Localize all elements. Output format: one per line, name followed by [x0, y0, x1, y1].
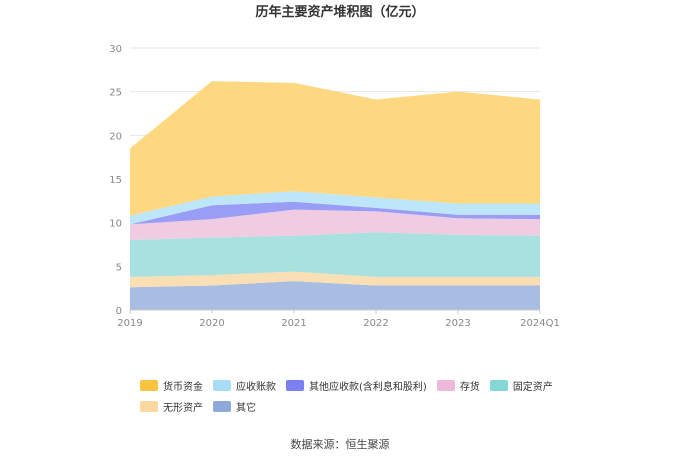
x-tick-label: 2019: [117, 318, 142, 329]
legend-label: 存货: [459, 382, 480, 393]
legend-swatch: [436, 380, 455, 391]
area-series[interactable]: [130, 209, 540, 241]
legend-swatch: [213, 401, 231, 412]
legend: 货币资金 应收账款 其他应收款(含利息和股利) 存货 固定资产 无形资产 其它: [140, 378, 560, 414]
area-series[interactable]: [130, 232, 540, 277]
legend-item-other[interactable]: 其它: [213, 399, 256, 414]
legend-label: 应收账款: [236, 382, 276, 393]
stacked-area-chart: 历年主要资产堆积图（亿元） 0 5 10 15 20 25 30 2019 2020 2021 20…: [109, 4, 560, 329]
area-series[interactable]: [130, 201, 540, 225]
area-series[interactable]: [130, 81, 540, 216]
x-tick-label: 2021: [281, 318, 306, 329]
legend-item-cash[interactable]: 货币资金: [140, 378, 203, 393]
legend-item-fixed-assets[interactable]: 固定资产: [489, 378, 553, 393]
x-tick-label: 2024Q1: [520, 318, 560, 329]
y-tick-label: 20: [109, 131, 122, 142]
legend-swatch: [213, 380, 231, 391]
legend-item-receivables[interactable]: 应收账款: [213, 378, 276, 393]
legend-item-intangible-assets[interactable]: 无形资产: [140, 399, 203, 414]
y-tick-label: 30: [109, 44, 122, 55]
x-tick-label: 2020: [199, 318, 224, 329]
legend-item-inventory[interactable]: 存货: [436, 378, 480, 393]
legend-swatch: [489, 380, 508, 391]
chart-title: 历年主要资产堆积图（亿元）: [255, 4, 424, 20]
x-tick-label: 2023: [445, 318, 470, 329]
legend-label: 固定资产: [512, 382, 553, 393]
legend-label: 无形资产: [163, 403, 203, 414]
area-series[interactable]: [130, 271, 540, 288]
legend-label: 其他应收款(含利息和股利): [309, 382, 427, 393]
y-tick-label: 10: [109, 219, 122, 230]
legend-swatch: [286, 380, 304, 391]
x-tick-label: 2022: [363, 318, 388, 329]
legend-swatch: [140, 401, 158, 412]
y-tick-label: 25: [109, 88, 122, 99]
y-tick-label: 5: [116, 262, 122, 273]
legend-label: 货币资金: [163, 382, 203, 393]
legend-item-other-receivables[interactable]: 其他应收款(含利息和股利): [286, 378, 427, 393]
y-tick-label: 15: [109, 175, 122, 186]
data-source: 数据来源：恒生聚源: [290, 438, 390, 451]
y-tick-label: 0: [116, 306, 122, 317]
area-series[interactable]: [130, 281, 540, 310]
legend-label: 其它: [236, 403, 256, 414]
area-series[interactable]: [130, 191, 540, 225]
legend-swatch: [140, 380, 158, 391]
